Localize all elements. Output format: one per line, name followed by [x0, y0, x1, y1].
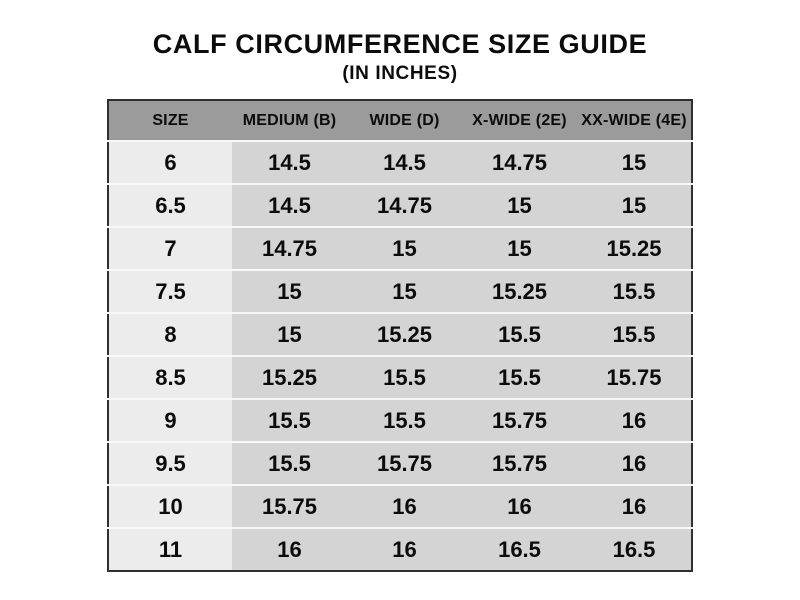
value-cell: 15.5 [347, 398, 462, 443]
table-row-size-9-5: 9.5 15.5 15.75 15.75 16 [108, 441, 692, 486]
value-cell: 15.25 [462, 269, 577, 314]
table-row-size-11: 11 16 16 16.5 16.5 [108, 527, 692, 572]
column-header-medium-b: MEDIUM (B) [232, 100, 347, 142]
table-row-size-6: 6 14.5 14.5 14.75 15 [108, 140, 692, 185]
value-cell: 14.5 [232, 183, 347, 228]
value-cell: 15.5 [577, 269, 692, 314]
value-cell: 15.5 [347, 355, 462, 400]
table-row-size-9: 9 15.5 15.5 15.75 16 [108, 398, 692, 443]
size-cell: 7 [108, 226, 232, 271]
value-cell: 15 [577, 183, 692, 228]
value-cell: 15.75 [232, 484, 347, 529]
table-row-size-7-5: 7.5 15 15 15.25 15.5 [108, 269, 692, 314]
value-cell: 15.75 [462, 441, 577, 486]
table-row-size-8-5: 8.5 15.25 15.5 15.5 15.75 [108, 355, 692, 400]
table-header-row: SIZE MEDIUM (B) WIDE (D) X-WIDE (2E) XX-WIDE… [108, 100, 692, 142]
value-cell: 15.25 [347, 312, 462, 357]
value-cell: 16 [347, 527, 462, 572]
value-cell: 16.5 [462, 527, 577, 572]
size-cell: 9.5 [108, 441, 232, 486]
value-cell: 16 [232, 527, 347, 572]
value-cell: 15.75 [347, 441, 462, 486]
value-cell: 15.5 [232, 398, 347, 443]
value-cell: 16 [577, 398, 692, 443]
size-guide-table: SIZE MEDIUM (B) WIDE (D) X-WIDE (2E) XX-WIDE… [107, 99, 693, 573]
value-cell: 16 [347, 484, 462, 529]
value-cell: 15 [347, 226, 462, 271]
size-cell: 6 [108, 140, 232, 185]
value-cell: 15.5 [232, 441, 347, 486]
table-row-size-7: 7 14.75 15 15 15.25 [108, 226, 692, 271]
column-header-wide-d: WIDE (D) [347, 100, 462, 142]
value-cell: 16 [462, 484, 577, 529]
value-cell: 16 [577, 484, 692, 529]
table-row-size-6-5: 6.5 14.5 14.75 15 15 [108, 183, 692, 228]
size-cell: 8 [108, 312, 232, 357]
value-cell: 15.5 [577, 312, 692, 357]
value-cell: 15 [462, 226, 577, 271]
size-cell: 9 [108, 398, 232, 443]
value-cell: 14.5 [347, 140, 462, 185]
value-cell: 15 [462, 183, 577, 228]
value-cell: 15 [347, 269, 462, 314]
size-cell: 10 [108, 484, 232, 529]
value-cell: 16.5 [577, 527, 692, 572]
size-cell: 6.5 [108, 183, 232, 228]
value-cell: 15 [232, 312, 347, 357]
column-header-x-wide-2e: X-WIDE (2E) [462, 100, 577, 142]
value-cell: 15.5 [462, 312, 577, 357]
size-cell: 8.5 [108, 355, 232, 400]
value-cell: 14.75 [232, 226, 347, 271]
value-cell: 14.75 [347, 183, 462, 228]
page-subtitle: (IN INCHES) [342, 63, 458, 85]
value-cell: 15 [232, 269, 347, 314]
value-cell: 15.25 [577, 226, 692, 271]
table-row-size-8: 8 15 15.25 15.5 15.5 [108, 312, 692, 357]
value-cell: 15.75 [577, 355, 692, 400]
column-header-size: SIZE [108, 100, 232, 142]
value-cell: 15 [577, 140, 692, 185]
value-cell: 16 [577, 441, 692, 486]
value-cell: 14.5 [232, 140, 347, 185]
value-cell: 15.75 [462, 398, 577, 443]
value-cell: 15.25 [232, 355, 347, 400]
table-body: 6 14.5 14.5 14.75 15 6.5 14.5 14.75 15 15 7 14.75 15… [108, 140, 692, 572]
table-header: SIZE MEDIUM (B) WIDE (D) X-WIDE (2E) XX-WIDE… [108, 100, 692, 142]
page-title: CALF CIRCUMFERENCE SIZE GUIDE [152, 29, 648, 59]
table-row-size-10: 10 15.75 16 16 16 [108, 484, 692, 529]
size-cell: 11 [108, 527, 232, 572]
value-cell: 15.5 [462, 355, 577, 400]
size-cell: 7.5 [108, 269, 232, 314]
column-header-xx-wide-4e: XX-WIDE (4E) [577, 100, 692, 142]
value-cell: 14.75 [462, 140, 577, 185]
